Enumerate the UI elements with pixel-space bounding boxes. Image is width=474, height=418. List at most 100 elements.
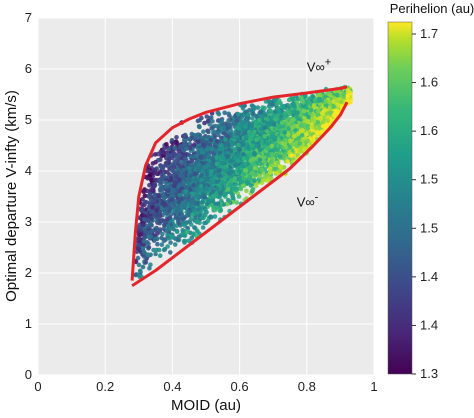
- scatter-point: [309, 107, 314, 113]
- scatter-point: [163, 180, 169, 185]
- scatter-point: [142, 199, 148, 205]
- scatter-point: [178, 182, 183, 188]
- scatter-point: [331, 113, 337, 118]
- scatter-point: [246, 146, 252, 152]
- scatter-point: [160, 231, 165, 237]
- scatter-point: [178, 160, 183, 165]
- scatter-point: [252, 165, 257, 171]
- scatter-point: [171, 187, 177, 193]
- scatter-point: [181, 142, 187, 148]
- scatter-point: [236, 142, 241, 148]
- scatter-point: [184, 229, 190, 235]
- scatter-point: [146, 245, 152, 250]
- scatter-point: [153, 251, 158, 257]
- scatter-point: [191, 182, 197, 188]
- scatter-point: [144, 240, 150, 245]
- scatter-point: [206, 152, 211, 158]
- scatter-point: [209, 214, 214, 220]
- scatter-point: [265, 141, 271, 146]
- scatter-point: [296, 135, 302, 141]
- scatter-point: [202, 120, 207, 126]
- scatter-point: [260, 113, 266, 119]
- scatter-point: [235, 111, 241, 117]
- scatter-point: [198, 155, 204, 161]
- scatter-point: [299, 99, 305, 104]
- scatter-point: [261, 178, 266, 183]
- scatter-point: [152, 196, 158, 202]
- scatter-point: [164, 227, 170, 233]
- scatter-point: [236, 158, 241, 164]
- scatter-point: [219, 119, 225, 125]
- scatter-point: [316, 130, 321, 135]
- scatter-point: [141, 217, 147, 222]
- scatter-point: [184, 220, 190, 225]
- scatter-point: [215, 118, 221, 123]
- scatter-point: [160, 201, 165, 206]
- scatter-point: [193, 167, 198, 172]
- scatter-point: [268, 108, 273, 113]
- scatter-point: [163, 206, 169, 212]
- scatter-point: [310, 94, 316, 99]
- scatter-point: [158, 206, 164, 211]
- scatter-point: [317, 98, 322, 103]
- scatter-point: [254, 137, 259, 143]
- scatter-point: [228, 159, 234, 164]
- scatter-point: [252, 150, 257, 156]
- scatter-point: [285, 159, 291, 164]
- scatter-point: [200, 199, 205, 205]
- scatter-point: [322, 115, 327, 121]
- scatter-point: [186, 136, 192, 142]
- scatter-point: [310, 113, 316, 118]
- scatter-point: [237, 121, 242, 127]
- scatter-point: [201, 215, 206, 221]
- scatter-point: [282, 130, 287, 135]
- scatter-point: [157, 220, 162, 226]
- scatter-point: [222, 164, 227, 170]
- scatter-point: [138, 232, 144, 237]
- scatter-point: [219, 179, 225, 184]
- scatter-point: [164, 142, 169, 147]
- scatter-point: [303, 146, 308, 151]
- scatter-point: [269, 159, 274, 164]
- scatter-point: [176, 206, 181, 211]
- scatter-point: [172, 159, 177, 164]
- scatter-point: [197, 162, 202, 167]
- scatter-point: [172, 242, 178, 247]
- scatter-point: [290, 97, 296, 102]
- scatter-point: [165, 244, 170, 249]
- scatter-point: [201, 142, 207, 148]
- scatter-point: [180, 228, 185, 233]
- scatter-point: [277, 153, 283, 159]
- scatter-point: [239, 179, 245, 185]
- scatter-point: [199, 173, 204, 178]
- scatter-point: [216, 111, 222, 117]
- scatter-point: [334, 92, 340, 98]
- scatter-point: [170, 226, 175, 231]
- scatter-point: [243, 135, 249, 140]
- scatter-point: [226, 198, 232, 204]
- scatter-point: [187, 169, 192, 175]
- scatter-point: [210, 194, 216, 199]
- scatter-point: [189, 235, 195, 241]
- scatter-point: [294, 147, 299, 153]
- scatter-point: [227, 164, 233, 170]
- scatter-point: [189, 158, 195, 163]
- scatter-point: [291, 109, 296, 114]
- scatter-point: [243, 124, 248, 129]
- scatter-point: [264, 128, 270, 134]
- scatter-point: [181, 238, 187, 244]
- scatter-point: [193, 215, 198, 220]
- scatter-point: [252, 106, 257, 111]
- scatter-point: [257, 147, 263, 153]
- scatter-point: [206, 145, 211, 151]
- scatter-point: [194, 153, 199, 159]
- scatter-point: [260, 105, 265, 110]
- scatter-point: [310, 118, 316, 123]
- scatter-point: [195, 158, 201, 164]
- scatter-point: [150, 205, 155, 210]
- scatter-point: [204, 114, 210, 119]
- scatter-point: [136, 242, 141, 248]
- scatter-point: [304, 105, 310, 111]
- scatter-point: [270, 155, 275, 161]
- scatter-point: [188, 162, 194, 167]
